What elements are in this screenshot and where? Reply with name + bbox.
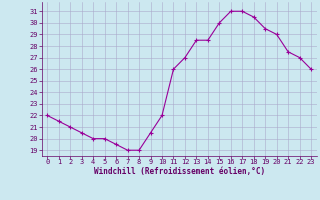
X-axis label: Windchill (Refroidissement éolien,°C): Windchill (Refroidissement éolien,°C) xyxy=(94,167,265,176)
